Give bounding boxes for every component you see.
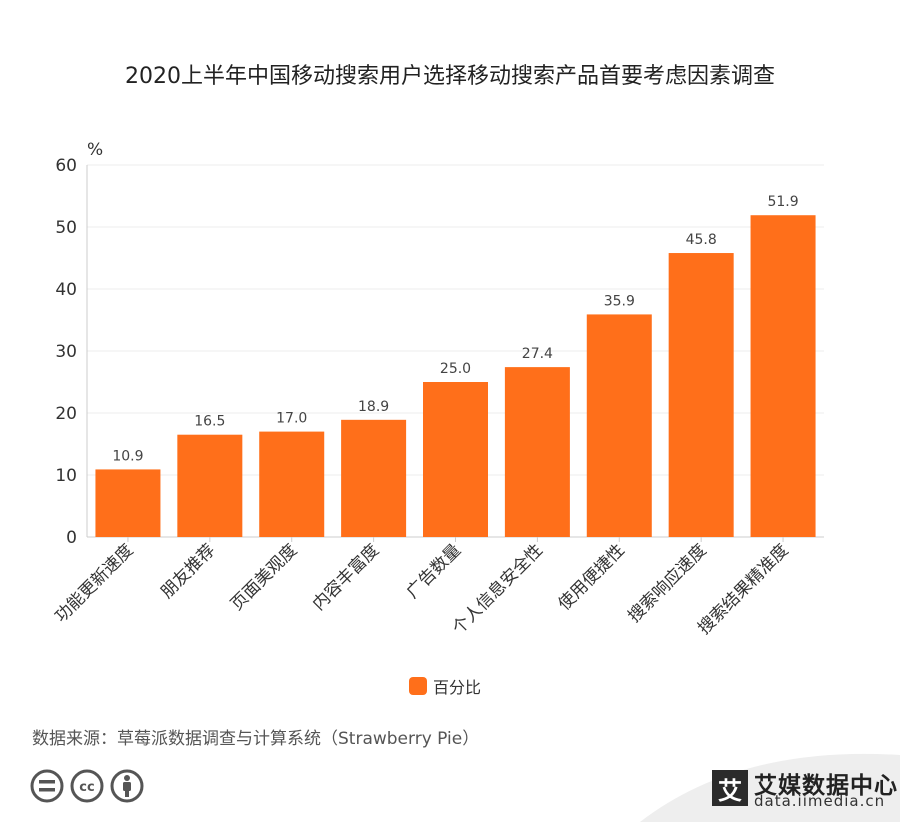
x-tick-label: 广告数量 [403,540,465,602]
brand-url[interactable]: data.iimedia.cn [754,792,886,810]
y-tick-label: 60 [55,156,77,176]
cc-logo-icon: cc [70,769,104,803]
data-label: 16.5 [194,414,225,430]
bar [668,253,734,538]
legend-label: 百分比 [433,678,482,697]
cc-equal-icon [30,769,64,803]
data-label: 35.9 [604,293,635,309]
bar [177,434,243,537]
x-tick-label: 页面美观度 [227,540,301,614]
bar [95,469,161,537]
data-label: 25.0 [440,361,471,377]
y-axis-label: % [87,140,103,160]
label-layer: 10.9 16.5 17.0 18.9 25.0 27.4 35.9 45.8 51.9 [112,194,798,464]
data-label: 17.0 [276,411,307,427]
y-tick-label: 10 [55,466,77,486]
x-tick-label: 功能更新速度 [51,540,137,626]
bar [423,382,488,537]
bar [504,367,570,537]
license-icons: cc [30,769,144,803]
brand-band-shape [640,753,900,822]
source-note: 数据来源：草莓派数据调查与计算系统（Strawberry Pie） [32,729,480,749]
y-tick-label: 40 [55,280,77,300]
bar [586,314,652,537]
bar-layer [95,215,816,538]
legend-swatch [409,677,427,695]
bar [341,419,407,537]
data-label: 18.9 [358,399,389,415]
brand-name: 艾媒数据中心 [754,773,898,799]
bar [750,215,816,537]
chart-title: 2020上半年中国移动搜索用户选择移动搜索产品首要考虑因素调查 [125,64,775,89]
brand-logo: 艾 [712,770,748,806]
y-tick-label: 30 [55,342,77,362]
x-tick-label: 内容丰富度 [309,540,383,614]
data-label: 10.9 [112,448,143,464]
data-label: 51.9 [767,194,798,210]
cc-person-icon [110,769,144,803]
svg-text:cc: cc [79,780,94,795]
data-label: 45.8 [686,232,717,248]
x-tick-label: 使用便捷性 [554,540,629,615]
y-tick-label: 20 [55,404,77,424]
y-tick-label: 50 [55,218,77,238]
x-tick-label: 搜索响应速度 [624,540,710,626]
bar [259,431,325,537]
y-tick-label: 0 [66,528,77,548]
legend[interactable]: 百分比 [409,676,482,697]
data-label: 27.4 [522,346,553,362]
x-tick-label: 朋友推荐 [157,540,219,602]
